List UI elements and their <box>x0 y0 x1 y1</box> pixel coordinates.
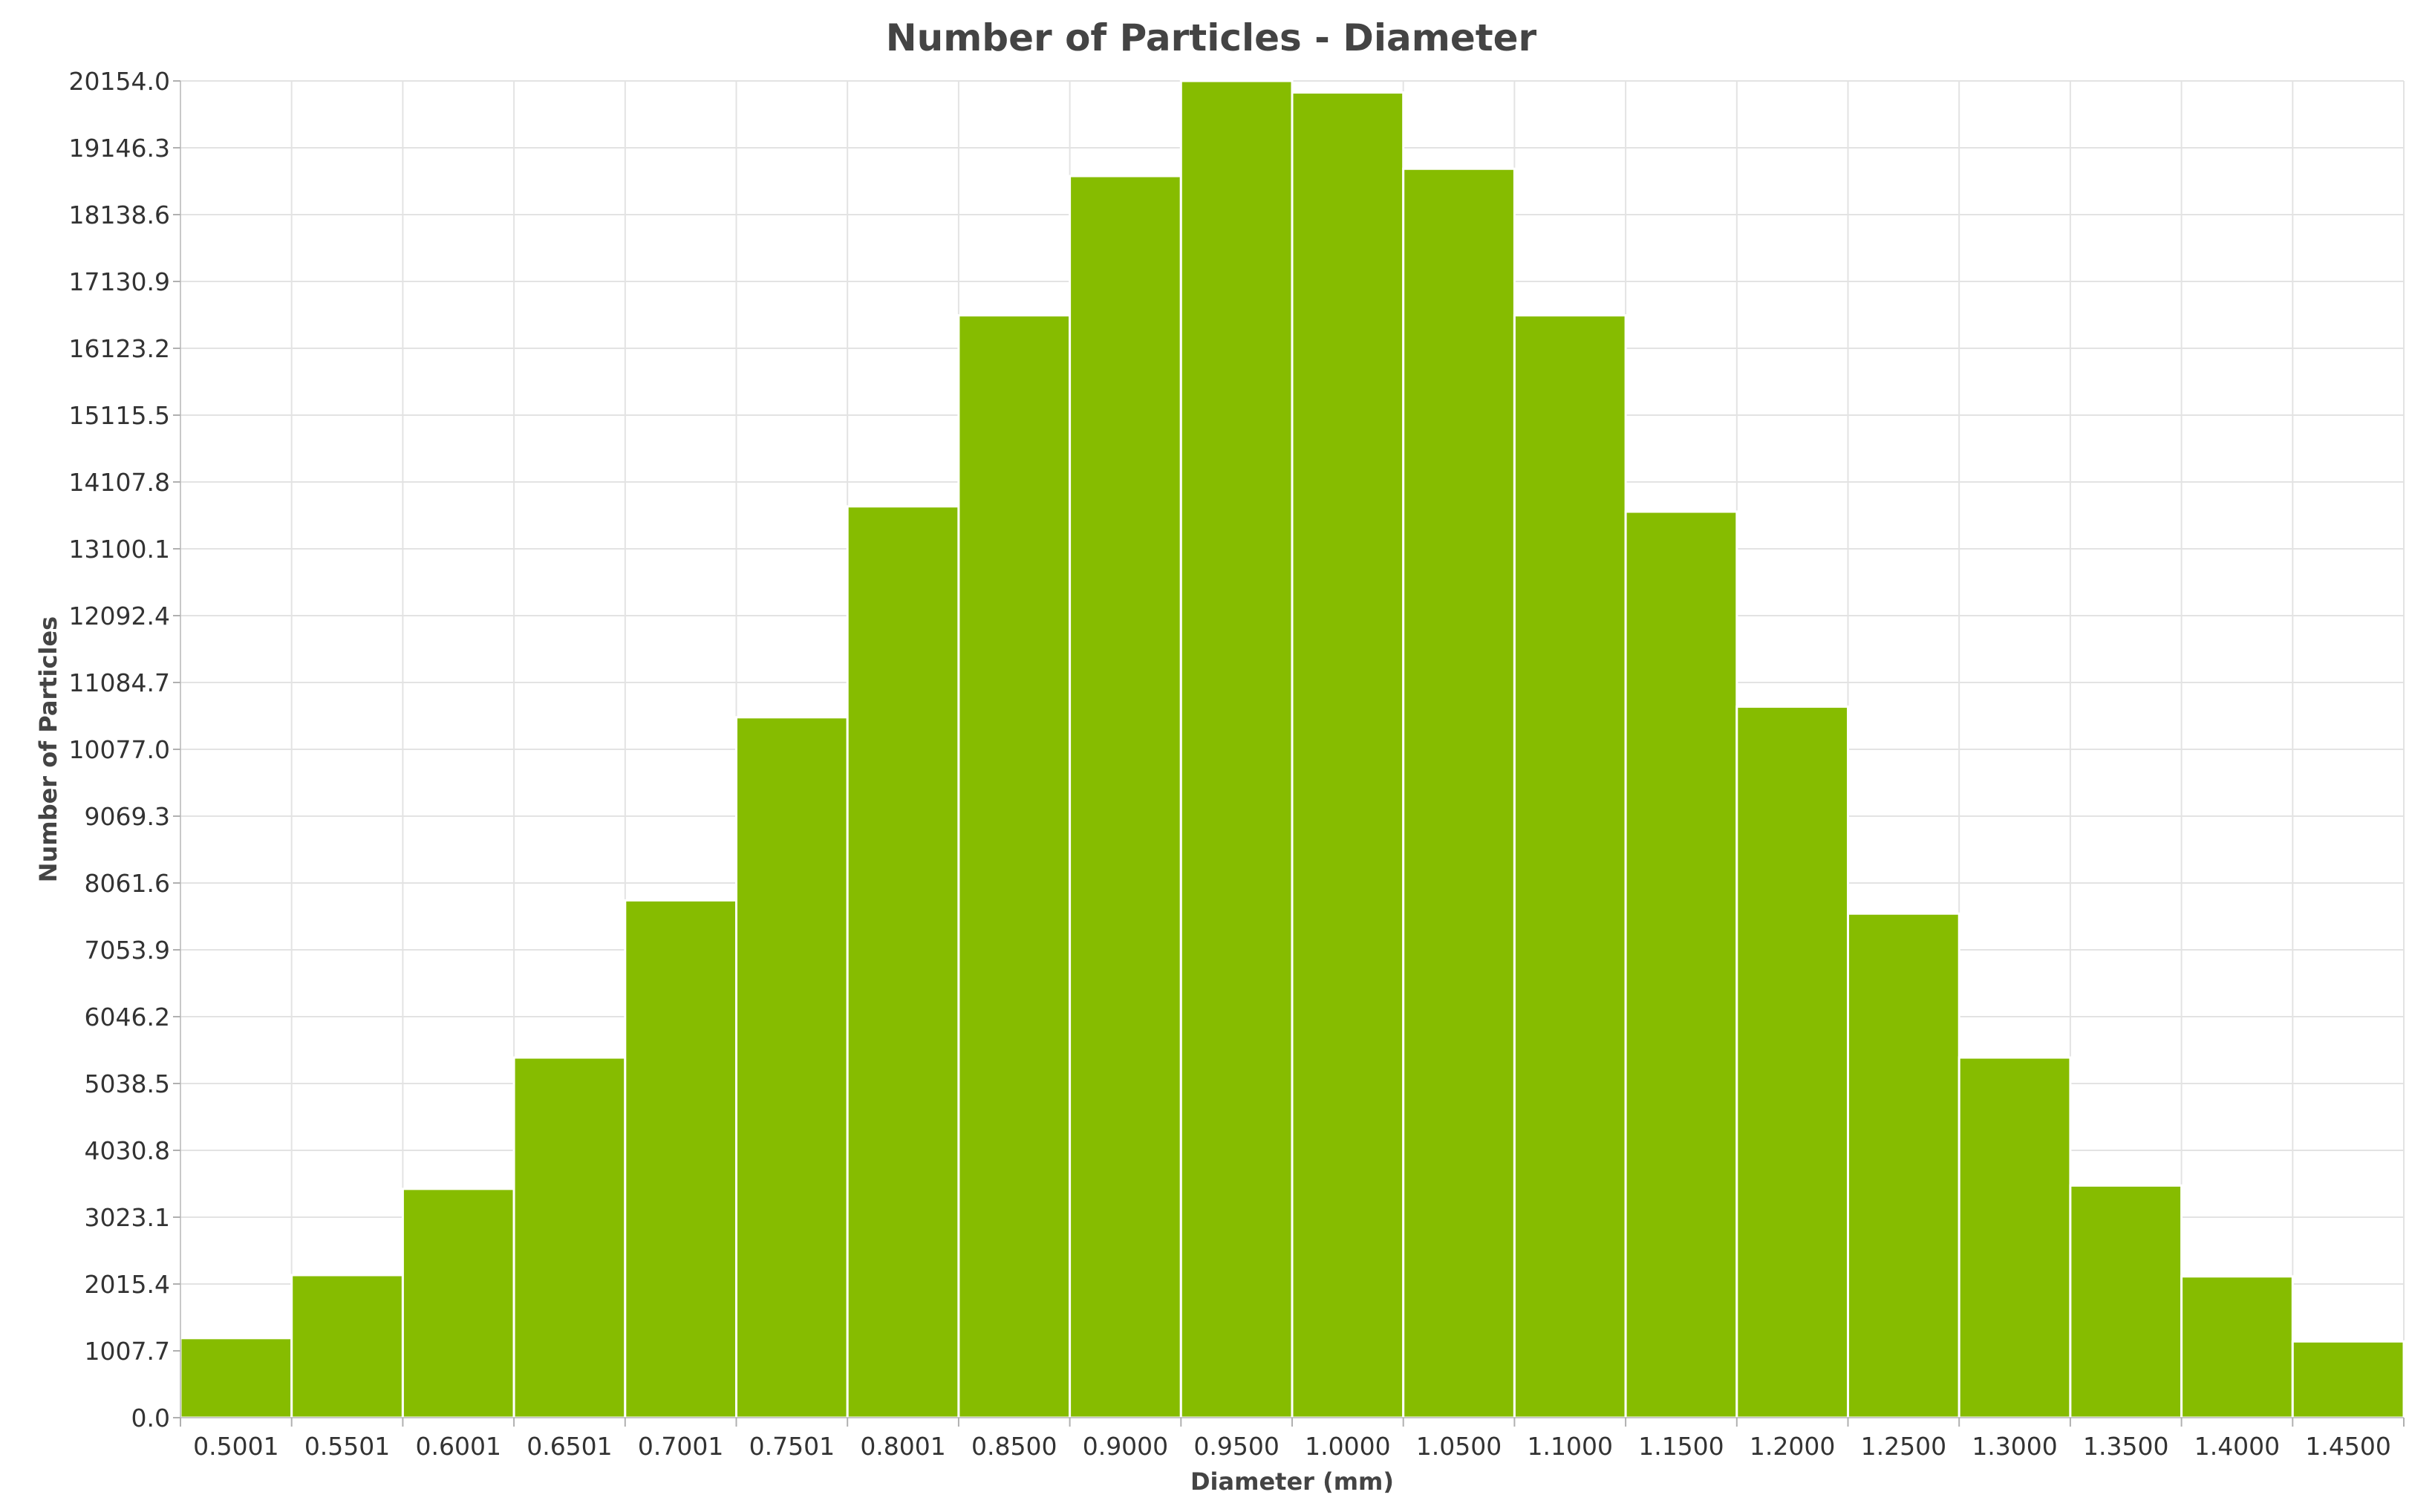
bar <box>846 505 960 1419</box>
y-tick-label: 13100.1 <box>69 535 170 564</box>
x-tick-label: 0.8001 <box>860 1432 945 1461</box>
y-tick-label: 19146.3 <box>69 134 170 163</box>
bar <box>1291 91 1405 1419</box>
bar <box>1513 314 1627 1419</box>
y-tick-label: 1007.7 <box>85 1337 170 1366</box>
bar <box>957 314 1072 1419</box>
x-tick-label: 1.1500 <box>1638 1432 1724 1461</box>
bars <box>179 79 2405 1419</box>
bar <box>1402 167 1516 1419</box>
x-tick-label: 1.3500 <box>2083 1432 2168 1461</box>
y-tick-label: 18138.6 <box>69 201 170 229</box>
y-tick-label: 11084.7 <box>69 668 170 697</box>
bar <box>179 1337 293 1419</box>
bar <box>401 1187 515 1419</box>
bar <box>290 1274 404 1419</box>
x-tick-label: 1.0500 <box>1416 1432 1502 1461</box>
y-tick-label: 0.0 <box>131 1404 170 1433</box>
chart-title: Number of Particles - Diameter <box>886 16 1537 59</box>
x-tick-labels: 0.5001 0.5501 0.6001 0.6501 0.7001 0.7501 0.80… <box>180 1418 2405 1461</box>
y-tick-label: 2015.4 <box>85 1270 170 1299</box>
x-tick-label: 1.1000 <box>1528 1432 1613 1461</box>
x-axis-label: Diameter (mm) <box>1190 1467 1394 1496</box>
x-tick-label: 1.2500 <box>1861 1432 1946 1461</box>
x-tick-label: 1.4000 <box>2194 1432 2280 1461</box>
y-tick-label: 8061.6 <box>85 869 170 898</box>
y-tick-label: 6046.2 <box>85 1003 170 1032</box>
x-tick-label: 1.2000 <box>1750 1432 1835 1461</box>
x-tick-label: 0.7001 <box>638 1432 723 1461</box>
y-tick-label: 3023.1 <box>85 1203 170 1232</box>
bar <box>1069 175 1182 1419</box>
x-tick-label: 0.8500 <box>971 1432 1057 1461</box>
x-tick-label: 0.9500 <box>1193 1432 1279 1461</box>
x-tick-label: 0.6001 <box>416 1432 501 1461</box>
bar <box>2180 1275 2294 1419</box>
x-tick-label: 0.7501 <box>749 1432 835 1461</box>
x-tick-label: 1.0000 <box>1305 1432 1390 1461</box>
y-tick-labels: 0.0 1007.7 2015.4 3023.1 4030.8 5038.5 6046.2 7… <box>69 67 180 1433</box>
y-tick-label: 7053.9 <box>85 936 170 965</box>
y-tick-label: 10077.0 <box>69 735 170 764</box>
bar <box>624 899 737 1419</box>
bar <box>2291 1340 2405 1419</box>
y-tick-label: 12092.4 <box>69 602 170 630</box>
x-tick-label: 0.5501 <box>304 1432 390 1461</box>
y-tick-label: 4030.8 <box>85 1136 170 1165</box>
y-tick-label: 9069.3 <box>85 802 170 831</box>
y-axis-label: Number of Particles <box>34 616 62 882</box>
bar <box>735 716 849 1419</box>
bar <box>1847 912 1960 1419</box>
y-tick-label: 17130.9 <box>69 267 170 296</box>
bar <box>2069 1184 2183 1419</box>
x-tick-label: 0.5001 <box>193 1432 278 1461</box>
x-tick-label: 1.4500 <box>2305 1432 2390 1461</box>
y-tick-label: 5038.5 <box>85 1069 170 1098</box>
bar <box>1179 79 1294 1419</box>
y-tick-label: 16123.2 <box>69 334 170 363</box>
y-tick-label: 14107.8 <box>69 468 170 497</box>
y-tick-label: 15115.5 <box>69 401 170 430</box>
bar <box>512 1056 627 1419</box>
y-tick-label: 20154.0 <box>69 67 170 96</box>
x-tick-label: 1.3000 <box>1972 1432 2057 1461</box>
x-tick-label: 0.9000 <box>1083 1432 1168 1461</box>
bar <box>1735 706 1850 1419</box>
x-tick-label: 0.6501 <box>527 1432 612 1461</box>
bar <box>1624 510 1738 1419</box>
bar <box>1958 1056 2072 1419</box>
